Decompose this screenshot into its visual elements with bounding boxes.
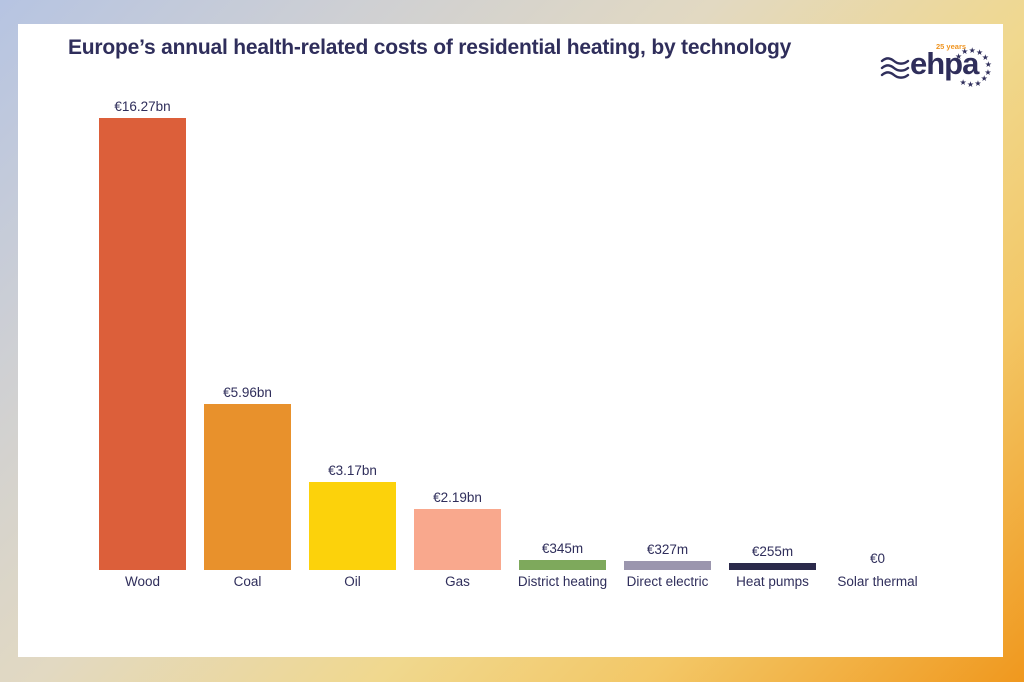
bar-chart: €16.27bn Wood €5.96bn Coal €3.17bn Oil €2.19bn… xyxy=(90,24,930,596)
value-label-oil: €3.17bn xyxy=(328,462,377,478)
chart-title: Europe’s annual health-related costs of … xyxy=(68,36,792,59)
value-label-coal: €5.96bn xyxy=(223,385,272,401)
ehpa-wordmark: ehpa xyxy=(910,46,979,81)
category-label-heat-pumps: Heat pumps xyxy=(736,574,809,589)
chart-column-district-heating: €345m District heating xyxy=(510,24,615,596)
category-label-solar-thermal: Solar thermal xyxy=(837,574,918,589)
chart-column-heat-pumps: €255m Heat pumps xyxy=(720,24,825,596)
chart-column-solar-thermal: €0 Solar thermal xyxy=(825,24,930,596)
bar-zone-solar-thermal: €0 xyxy=(825,24,930,570)
category-label-direct-electric: Direct electric xyxy=(626,574,709,589)
chart-column-direct-electric: €327m Direct electric xyxy=(615,24,720,596)
chart-column-gas: €2.19bn Gas xyxy=(405,24,510,596)
bar-zone-coal: €5.96bn xyxy=(195,24,300,570)
chart-card: Europe’s annual health-related costs of … xyxy=(18,24,1003,657)
star-icon: ★ xyxy=(984,60,992,70)
star-icon: ★ xyxy=(966,79,974,89)
star-icon: ★ xyxy=(984,67,992,77)
bar-district-heating xyxy=(519,560,606,570)
bar-coal xyxy=(204,404,291,570)
star-icon: ★ xyxy=(954,52,963,62)
value-label-solar-thermal: €0 xyxy=(869,551,886,566)
category-label-oil: Oil xyxy=(344,574,361,589)
bar-zone-heat-pumps: €255m xyxy=(720,24,825,570)
star-icon: ★ xyxy=(975,47,984,57)
bar-gas xyxy=(414,509,501,570)
anniversary-label: 25 years xyxy=(936,42,967,51)
bar-zone-wood: €16.27bn xyxy=(90,24,195,570)
value-label-direct-electric: €327m xyxy=(646,541,689,557)
chart-column-oil: €3.17bn Oil xyxy=(300,24,405,596)
category-label-wood: Wood xyxy=(124,574,161,589)
bar-wood xyxy=(99,118,186,570)
value-label-district-heating: €345m xyxy=(541,541,584,557)
bar-zone-gas: €2.19bn xyxy=(405,24,510,570)
bar-oil xyxy=(309,481,396,570)
value-label-gas: €2.19bn xyxy=(433,490,482,506)
bar-zone-oil: €3.17bn xyxy=(300,24,405,570)
value-label-wood: €16.27bn xyxy=(114,99,171,114)
chart-column-coal: €5.96bn Coal xyxy=(195,24,300,596)
ehpa-logo: ehpa 25 years ★ ★ ★ ★ ★ ★ ★ ★ ★ ★ ★ xyxy=(880,40,1002,96)
bar-zone-district-heating: €345m xyxy=(510,24,615,570)
value-label-heat-pumps: €255m xyxy=(751,543,794,559)
star-icon: ★ xyxy=(981,53,989,62)
bar-heat-pumps xyxy=(729,562,816,570)
category-label-district-heating: District heating xyxy=(517,574,608,589)
category-label-coal: Coal xyxy=(233,574,262,589)
category-label-gas: Gas xyxy=(445,574,470,589)
star-icon: ★ xyxy=(968,46,976,55)
bar-direct-electric xyxy=(624,560,711,570)
star-icon: ★ xyxy=(961,47,969,57)
star-icon: ★ xyxy=(974,78,982,88)
waves-icon xyxy=(880,57,910,79)
star-icon: ★ xyxy=(980,74,988,84)
bar-zone-direct-electric: €327m xyxy=(615,24,720,570)
chart-column-wood: €16.27bn Wood xyxy=(90,24,195,596)
star-icon: ★ xyxy=(959,77,967,87)
